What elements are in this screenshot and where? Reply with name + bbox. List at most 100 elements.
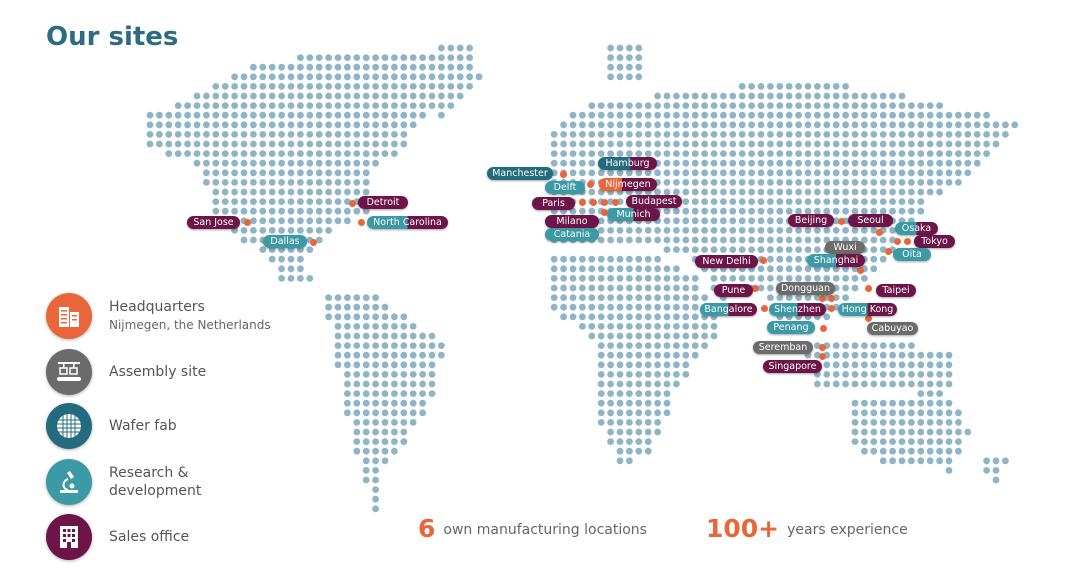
site-label-delft[interactable]: Delft [545, 181, 585, 194]
map-dot [362, 476, 370, 484]
map-dot [964, 150, 972, 158]
map-dot [588, 332, 596, 340]
map-dot [785, 198, 793, 206]
map-dot [334, 169, 342, 177]
map-dot [710, 323, 718, 330]
site-label-hamburg[interactable]: Hamburg [598, 157, 657, 170]
map-dot [231, 131, 239, 138]
map-dot [879, 236, 887, 244]
map-dot [616, 227, 624, 234]
site-label-hong-kong[interactable]: Hong Kong [838, 303, 897, 316]
site-label-munich[interactable]: Munich [607, 208, 660, 221]
map-dot [635, 63, 643, 71]
map-dot [344, 323, 351, 330]
map-dot [673, 207, 680, 215]
map-dot [616, 121, 624, 129]
map-dot [588, 207, 596, 215]
map-dot [353, 438, 361, 445]
map-dot [372, 102, 379, 109]
site-label-paris[interactable]: Paris [532, 197, 575, 210]
map-dot [776, 255, 784, 263]
site-label-oita[interactable]: Oita [893, 248, 931, 261]
map-dot [691, 150, 699, 158]
map-dot [616, 390, 624, 397]
map-dot [447, 102, 455, 109]
map-dot [616, 332, 624, 340]
map-dot [297, 54, 304, 61]
map-dot [372, 361, 379, 369]
site-label-detroit[interactable]: Detroit [358, 196, 408, 209]
site-label-san-jose[interactable]: San Jose [187, 216, 240, 229]
site-label-tokyo[interactable]: Tokyo [914, 235, 955, 248]
map-dot [785, 227, 793, 234]
map-dot [362, 73, 370, 81]
map-dot [861, 150, 868, 158]
map-dot [428, 380, 436, 388]
map-dot [983, 467, 990, 474]
map-dot [597, 169, 605, 177]
map-dot [682, 198, 690, 206]
site-label-new-delhi[interactable]: New Delhi [695, 255, 758, 268]
map-dot [362, 207, 370, 215]
site-label-beijing[interactable]: Beijing [788, 214, 834, 227]
site-label-singapore[interactable]: Singapore [763, 360, 822, 373]
site-label-penang[interactable]: Penang [767, 321, 815, 334]
site-label-wuxi[interactable]: Wuxi [825, 241, 865, 254]
site-label-north-carolina[interactable]: North Carolina [367, 216, 448, 229]
site-label-pune[interactable]: Pune [714, 284, 753, 297]
site-label-shanghai[interactable]: Shanghai [807, 254, 865, 267]
site-label-milano[interactable]: Milano [545, 215, 599, 228]
map-dot [419, 92, 426, 100]
map-dot [804, 131, 812, 138]
site-label-osaka[interactable]: Osaka [895, 222, 938, 235]
map-dot [710, 217, 718, 225]
map-dot [654, 188, 661, 196]
site-label-seremban[interactable]: Seremban [753, 341, 813, 354]
map-dot [372, 150, 379, 158]
site-label-catania[interactable]: Catania [545, 228, 599, 241]
site-label-manchester[interactable]: Manchester [487, 167, 553, 180]
map-dot [964, 131, 972, 138]
map-dot [607, 361, 614, 369]
map-dot [889, 188, 896, 196]
site-label-cabuyao[interactable]: Cabuyao [867, 322, 918, 335]
map-dot [644, 438, 652, 445]
map-dot [767, 236, 774, 244]
map-dot [616, 438, 624, 445]
site-label-shenzhen[interactable]: Shenzhen [769, 303, 826, 316]
map-dot [400, 323, 408, 330]
microscope-icon [46, 459, 92, 505]
map-dot [362, 409, 370, 417]
map-dot [720, 121, 727, 129]
map-dot [362, 294, 370, 301]
map-dot [795, 188, 802, 196]
map-dot [221, 83, 229, 90]
site-label-bangalore[interactable]: Bangalore [700, 303, 757, 316]
map-dot [569, 275, 577, 282]
site-label-dallas[interactable]: Dallas [263, 235, 307, 248]
site-marker [760, 257, 767, 264]
map-dot [297, 102, 304, 109]
map-dot [851, 131, 859, 138]
site-label-nijmegen[interactable]: Nijmegen [599, 178, 657, 191]
site-label-seoul[interactable]: Seoul [848, 214, 893, 227]
map-dot [654, 111, 661, 119]
map-dot [691, 284, 699, 292]
site-label-budapest[interactable]: Budapest [626, 195, 682, 208]
map-dot [438, 63, 445, 71]
site-label-taipei[interactable]: Taipei [876, 284, 916, 297]
site-label-dongguan[interactable]: Dongguan [776, 282, 835, 295]
map-dot [917, 179, 925, 186]
map-dot [992, 467, 1000, 474]
map-dot [757, 140, 765, 148]
map-dot [898, 188, 906, 196]
map-dot [644, 111, 652, 119]
map-dot [250, 188, 257, 196]
map-dot [353, 92, 361, 100]
map-dot [588, 255, 596, 263]
map-dot [635, 361, 643, 369]
map-dot [926, 140, 934, 148]
map-dot [644, 284, 652, 292]
map-dot [870, 179, 878, 186]
map-dot [945, 150, 953, 158]
